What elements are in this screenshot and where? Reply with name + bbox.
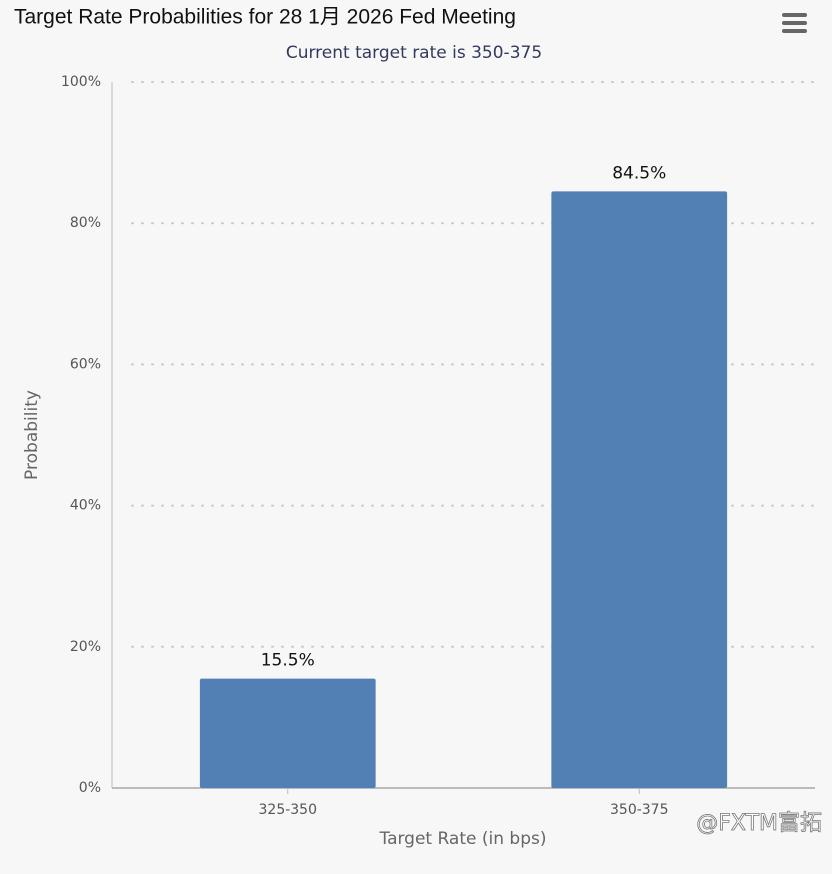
y-tick-label: 80% — [70, 215, 101, 231]
y-tick-label: 100% — [61, 74, 101, 90]
y-tick-label: 40% — [70, 498, 101, 514]
menu-bar — [782, 29, 807, 33]
y-tick-label: 0% — [79, 780, 101, 796]
bar — [551, 191, 728, 788]
y-tick-label: 20% — [70, 639, 101, 655]
menu-bar — [782, 21, 807, 25]
chart-subtitle: Current target rate is 350-375 — [286, 43, 542, 63]
bar — [199, 678, 376, 788]
x-axis-label: Target Rate (in bps) — [379, 829, 547, 849]
y-tick-label: 60% — [70, 356, 101, 372]
menu-bar — [782, 13, 807, 17]
menu-button[interactable] — [782, 13, 807, 33]
y-axis-label: Probability — [22, 390, 42, 480]
data-label: 84.5% — [612, 163, 666, 183]
x-tick-label: 325-350 — [259, 802, 318, 818]
x-tick-label: 350-375 — [610, 802, 669, 818]
data-label: 15.5% — [261, 651, 315, 671]
chart-title: Target Rate Probabilities for 28 1月 2026… — [14, 6, 516, 29]
watermark: @FXTM富拓 — [696, 811, 822, 836]
